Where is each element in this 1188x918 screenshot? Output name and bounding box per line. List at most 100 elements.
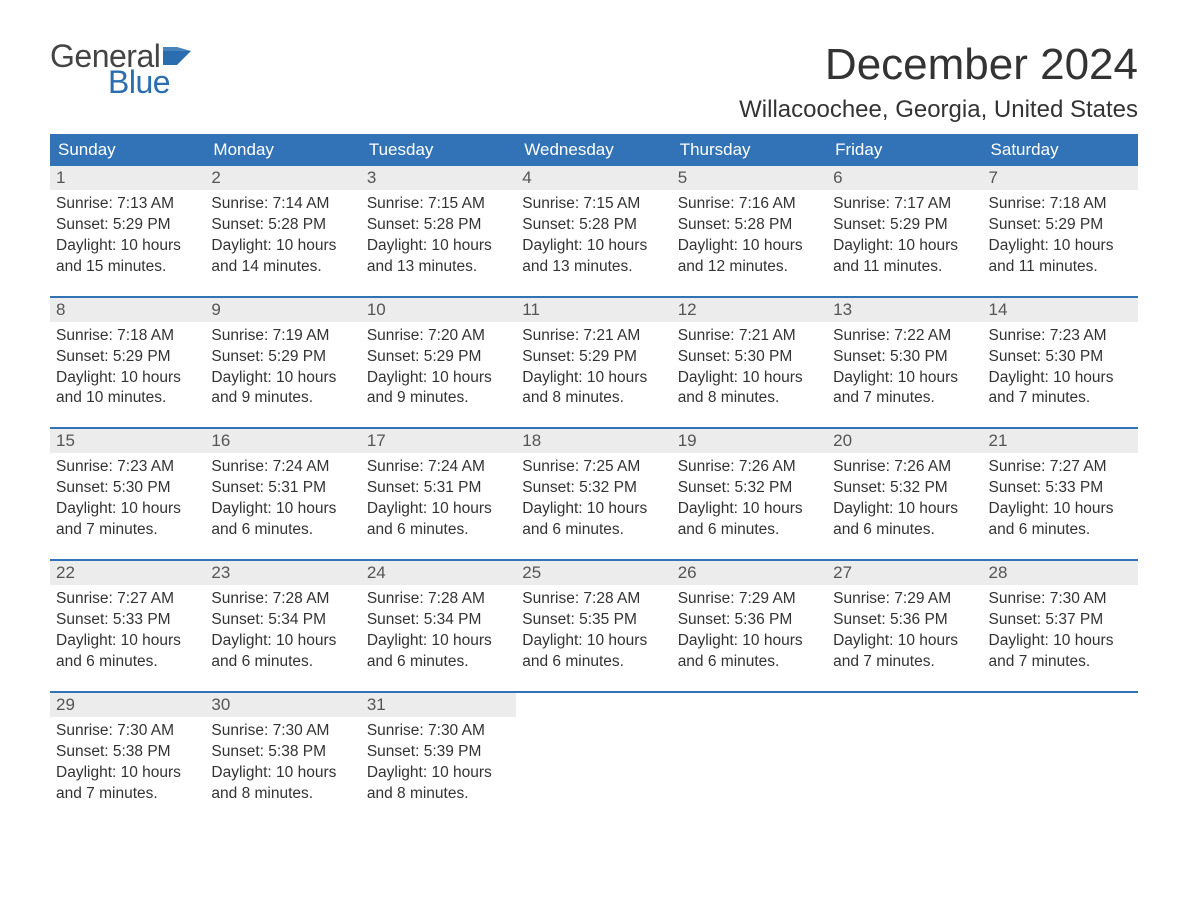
day-number: 13 [833,300,852,319]
day-number-cell: 29 [50,692,205,717]
day-content-cell: Sunrise: 7:20 AMSunset: 5:29 PMDaylight:… [361,322,516,429]
day-number: 31 [367,695,386,714]
day-number-cell: 1 [50,166,205,190]
daylight2-text: and 8 minutes. [367,784,510,805]
sunrise-text: Sunrise: 7:20 AM [367,326,510,347]
day-content-cell: Sunrise: 7:30 AMSunset: 5:38 PMDaylight:… [50,717,205,823]
daynum-row: 22232425262728 [50,560,1138,585]
sunset-text: Sunset: 5:34 PM [367,610,510,631]
sunset-text: Sunset: 5:33 PM [989,478,1132,499]
day-number-cell: 31 [361,692,516,717]
daylight1-text: Daylight: 10 hours [989,368,1132,389]
sunrise-text: Sunrise: 7:15 AM [367,194,510,215]
daylight2-text: and 13 minutes. [522,257,665,278]
daylight2-text: and 13 minutes. [367,257,510,278]
daylight2-text: and 7 minutes. [56,520,199,541]
day-content-cell [672,717,827,823]
day-content-cell: Sunrise: 7:24 AMSunset: 5:31 PMDaylight:… [361,453,516,560]
day-number-cell: 6 [827,166,982,190]
daylight1-text: Daylight: 10 hours [833,236,976,257]
daylight2-text: and 6 minutes. [522,652,665,673]
day-number-cell: 15 [50,428,205,453]
sunset-text: Sunset: 5:28 PM [522,215,665,236]
month-title: December 2024 [739,40,1138,90]
day-content-cell: Sunrise: 7:28 AMSunset: 5:34 PMDaylight:… [361,585,516,692]
day-number-cell: 2 [205,166,360,190]
day-number-cell: 18 [516,428,671,453]
daylight1-text: Daylight: 10 hours [367,499,510,520]
daylight1-text: Daylight: 10 hours [367,236,510,257]
daylight2-text: and 7 minutes. [989,652,1132,673]
day-number-cell: 19 [672,428,827,453]
day-number: 7 [989,168,998,187]
daylight1-text: Daylight: 10 hours [367,631,510,652]
day-content-cell: Sunrise: 7:25 AMSunset: 5:32 PMDaylight:… [516,453,671,560]
sunset-text: Sunset: 5:36 PM [833,610,976,631]
sunset-text: Sunset: 5:38 PM [56,742,199,763]
day-content-cell: Sunrise: 7:18 AMSunset: 5:29 PMDaylight:… [983,190,1138,297]
day-number: 20 [833,431,852,450]
sunset-text: Sunset: 5:32 PM [678,478,821,499]
day-number-cell [983,692,1138,717]
daylight1-text: Daylight: 10 hours [678,499,821,520]
day-content-cell: Sunrise: 7:23 AMSunset: 5:30 PMDaylight:… [983,322,1138,429]
day-number: 16 [211,431,230,450]
daylight1-text: Daylight: 10 hours [833,631,976,652]
title-block: December 2024 Willacoochee, Georgia, Uni… [739,40,1138,124]
sunrise-text: Sunrise: 7:18 AM [989,194,1132,215]
daylight2-text: and 6 minutes. [989,520,1132,541]
sunset-text: Sunset: 5:33 PM [56,610,199,631]
day-content-cell: Sunrise: 7:21 AMSunset: 5:30 PMDaylight:… [672,322,827,429]
daylight2-text: and 9 minutes. [367,388,510,409]
day-content-cell: Sunrise: 7:27 AMSunset: 5:33 PMDaylight:… [50,585,205,692]
sunset-text: Sunset: 5:32 PM [833,478,976,499]
daylight1-text: Daylight: 10 hours [833,499,976,520]
sunrise-text: Sunrise: 7:25 AM [522,457,665,478]
day-content-cell [827,717,982,823]
daylight2-text: and 6 minutes. [522,520,665,541]
daylight1-text: Daylight: 10 hours [56,631,199,652]
content-row: Sunrise: 7:23 AMSunset: 5:30 PMDaylight:… [50,453,1138,560]
logo-text-blue: Blue [108,66,195,98]
sunrise-text: Sunrise: 7:28 AM [211,589,354,610]
daylight2-text: and 7 minutes. [833,652,976,673]
day-number: 30 [211,695,230,714]
day-number-cell: 26 [672,560,827,585]
weekday-header-row: Sunday Monday Tuesday Wednesday Thursday… [50,134,1138,166]
daylight1-text: Daylight: 10 hours [211,631,354,652]
day-number-cell: 12 [672,297,827,322]
sunrise-text: Sunrise: 7:28 AM [367,589,510,610]
day-content-cell: Sunrise: 7:13 AMSunset: 5:29 PMDaylight:… [50,190,205,297]
sunset-text: Sunset: 5:29 PM [56,347,199,368]
day-number-cell: 14 [983,297,1138,322]
sunset-text: Sunset: 5:28 PM [211,215,354,236]
day-number: 11 [522,300,540,319]
day-number-cell: 3 [361,166,516,190]
day-number: 21 [989,431,1008,450]
daylight1-text: Daylight: 10 hours [367,763,510,784]
content-row: Sunrise: 7:30 AM Sunset: 5:38 PM Daylight:… [50,717,1138,823]
sunrise-text: Sunrise: 7:30 AM [367,721,510,742]
day-content-cell: Sunrise: 7:30 AMSunset: 5:39 PMDaylight:… [361,717,516,823]
weekday-header: Friday [827,134,982,166]
daylight2-text: and 6 minutes. [211,520,354,541]
day-content-cell: Sunrise: 7:22 AMSunset: 5:30 PMDaylight:… [827,322,982,429]
daylight2-text: and 8 minutes. [522,388,665,409]
day-content-cell: Sunrise: 7:26 AMSunset: 5:32 PMDaylight:… [827,453,982,560]
weekday-header: Wednesday [516,134,671,166]
sunset-text: Sunset: 5:30 PM [56,478,199,499]
day-number-cell: 9 [205,297,360,322]
daylight1-text: Daylight: 10 hours [211,763,354,784]
daylight1-text: Daylight: 10 hours [989,236,1132,257]
day-content-cell: Sunrise: 7:30 AMSunset: 5:38 PMDaylight:… [205,717,360,823]
day-number-cell [672,692,827,717]
sunset-text: Sunset: 5:31 PM [367,478,510,499]
daylight1-text: Daylight: 10 hours [211,499,354,520]
daylight1-text: Daylight: 10 hours [56,368,199,389]
day-content-cell: Sunrise: 7:21 AMSunset: 5:29 PMDaylight:… [516,322,671,429]
sunset-text: Sunset: 5:39 PM [367,742,510,763]
day-number: 3 [367,168,376,187]
daylight2-text: and 6 minutes. [678,520,821,541]
day-number-cell: 17 [361,428,516,453]
day-content-cell [516,717,671,823]
